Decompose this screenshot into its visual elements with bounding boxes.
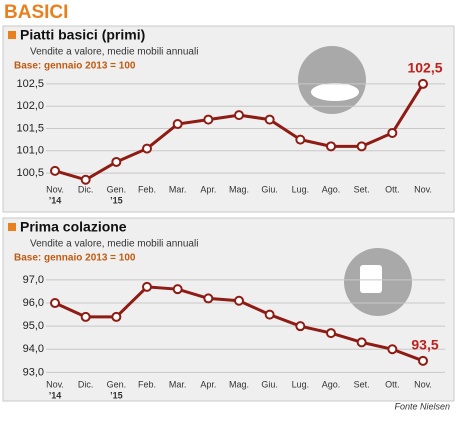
point [80, 311, 91, 322]
source: Fonte Nielsen [394, 401, 450, 411]
x-tick-label: Apr. [200, 379, 216, 389]
point [80, 174, 91, 185]
point [326, 328, 336, 339]
value-label: 93,5 [411, 337, 438, 353]
x-tick-label: Ott. [385, 379, 400, 389]
y-tick-label: 95,0 [23, 320, 44, 332]
point [142, 143, 152, 154]
x-tick-label: Mar. [169, 184, 187, 194]
x-tick-label: Lug. [292, 379, 310, 389]
x-tick-label: Giu. [261, 184, 278, 194]
x-tick-label: Apr. [200, 184, 216, 194]
chart-title: Piatti basici (primi) [20, 27, 145, 43]
x-tick-label: Ott. [385, 184, 400, 194]
x-tick-label: Mag. [229, 379, 249, 389]
y-tick-label: 101,5 [16, 122, 44, 134]
point [111, 156, 122, 167]
point [356, 337, 367, 348]
point [295, 134, 306, 145]
title-marker [8, 31, 16, 39]
y-tick-label: 102,5 [16, 78, 44, 90]
page-title: BASICI [4, 2, 68, 23]
food-icon [298, 46, 366, 114]
point [387, 344, 398, 355]
point [50, 298, 60, 309]
x-tick-label: Ago. [322, 379, 341, 389]
x-year-label: ’14 [49, 390, 62, 400]
food-icon [311, 83, 359, 101]
chart-note: Base: gennaio 2013 = 100 [14, 61, 136, 72]
chart-note: Base: gennaio 2013 = 100 [14, 253, 136, 264]
x-tick-label: Gen. [107, 379, 127, 389]
x-tick-label: Ago. [322, 184, 341, 194]
point [142, 281, 152, 292]
panel [2, 25, 455, 213]
point [172, 284, 183, 295]
x-tick-label: Set. [354, 379, 370, 389]
point [172, 119, 183, 130]
x-tick-label: Gen. [107, 184, 127, 194]
x-tick-label: Feb. [138, 379, 156, 389]
chart-subtitle: Vendite a valore, medie mobili annuali [30, 239, 198, 250]
x-year-label: ’14 [49, 195, 62, 205]
y-tick-label: 101,0 [16, 145, 44, 157]
y-tick-label: 96,0 [23, 297, 44, 309]
y-tick-label: 93,0 [23, 366, 44, 378]
point [418, 78, 428, 89]
x-tick-label: Set. [354, 184, 370, 194]
x-tick-label: Nov. [46, 379, 64, 389]
y-tick-label: 102,0 [16, 100, 44, 112]
value-label: 102,5 [407, 60, 442, 76]
y-tick-label: 94,0 [23, 343, 44, 355]
point [111, 311, 122, 322]
point [356, 141, 367, 152]
point [387, 127, 398, 138]
x-tick-label: Feb. [138, 184, 156, 194]
point [264, 114, 275, 125]
x-tick-label: Nov. [46, 184, 64, 194]
breakfast-icon [360, 265, 382, 293]
y-tick-label: 100,5 [16, 167, 44, 179]
point [203, 293, 214, 304]
point [264, 309, 275, 320]
x-tick-label: Giu. [261, 379, 278, 389]
title-marker [8, 223, 16, 231]
x-tick-label: Dic. [78, 184, 94, 194]
x-year-label: ’15 [110, 195, 123, 205]
point [203, 114, 214, 125]
chart-subtitle: Vendite a valore, medie mobili annuali [30, 47, 198, 58]
x-year-label: ’15 [110, 390, 123, 400]
x-tick-label: Mag. [229, 184, 249, 194]
point [295, 321, 306, 332]
x-tick-label: Lug. [292, 184, 310, 194]
x-tick-label: Nov. [414, 379, 432, 389]
y-tick-label: 97,0 [23, 274, 44, 286]
point [418, 355, 428, 366]
x-tick-label: Mar. [169, 379, 187, 389]
chart-title: Prima colazione [20, 219, 127, 235]
x-tick-label: Nov. [414, 184, 432, 194]
point [326, 141, 336, 152]
point [234, 295, 244, 306]
x-tick-label: Dic. [78, 379, 94, 389]
point [234, 110, 244, 121]
point [50, 165, 60, 176]
